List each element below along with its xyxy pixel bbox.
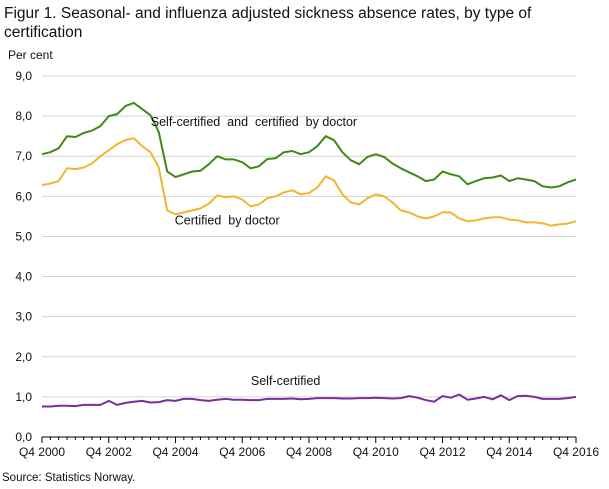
series-line-2 <box>41 137 577 227</box>
x-tick-label: Q4 2000 <box>19 445 65 459</box>
chart-title: Figur 1. Seasonal- and influenza adjuste… <box>4 5 532 41</box>
series-line-3 <box>42 393 577 408</box>
y-axis-label: Per cent <box>8 48 53 62</box>
series-label-1: Self-certified and certified by doctor <box>151 115 357 129</box>
x-tick-label: Q4 2010 <box>353 445 399 459</box>
y-tick-label: 7,0 <box>15 149 32 163</box>
y-tick-label: 1,0 <box>15 390 32 404</box>
y-tick-label: 9,0 <box>15 69 32 83</box>
gridlines <box>42 75 576 398</box>
y-tick-label: 3,0 <box>15 310 32 324</box>
y-tick-label: 4,0 <box>15 270 32 284</box>
x-tick-label: Q4 2002 <box>86 445 132 459</box>
x-tick-label: Q4 2008 <box>286 445 332 459</box>
series-line-1 <box>41 101 577 189</box>
series-label-3: Self-certified <box>251 374 321 388</box>
x-tick-label: Q4 2004 <box>152 445 198 459</box>
x-tick-label: Q4 2006 <box>219 445 265 459</box>
series-lines <box>41 101 577 408</box>
x-axis-ticks: Q4 2000 Q4 2002 Q4 2004 Q4 2006 Q4 2008 Q4 20… <box>19 436 599 459</box>
y-tick-label: 8,0 <box>15 109 32 123</box>
x-tick-label: Q4 2016 <box>553 445 599 459</box>
series-label-2: Certified by doctor <box>175 213 280 227</box>
x-tick-label: Q4 2014 <box>486 445 532 459</box>
y-tick-label: 6,0 <box>15 189 32 203</box>
x-tick-label: Q4 2012 <box>419 445 465 459</box>
series-labels: Self-certified and certified by doctor Ce… <box>151 115 357 388</box>
y-tick-label: 0,0 <box>15 430 32 444</box>
y-tick-label: 5,0 <box>15 229 32 243</box>
y-axis-ticks: 0,0 1,0 2,0 3,0 4,0 5,0 6,0 7,0 8,0 9,0 <box>15 69 32 444</box>
source-note: Source: Statistics Norway. <box>2 472 136 484</box>
y-tick-label: 2,0 <box>15 350 32 364</box>
